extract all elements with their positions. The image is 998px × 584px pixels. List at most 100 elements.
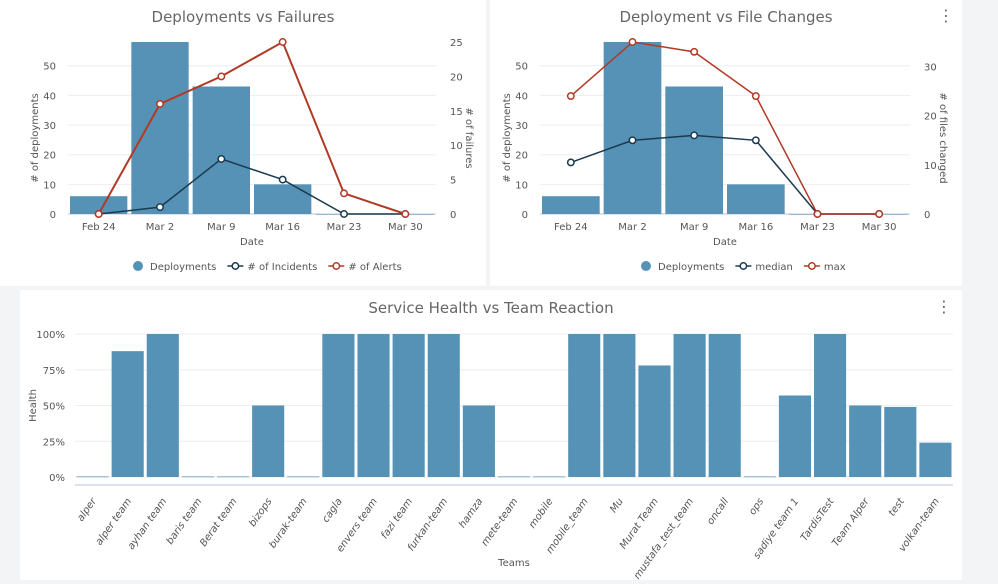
data-point — [156, 203, 164, 212]
legend-marker — [231, 262, 240, 270]
series-line — [97, 40, 406, 215]
bar — [919, 442, 952, 477]
data-point — [628, 136, 637, 145]
y-axis-label: Health — [28, 389, 39, 422]
bar — [778, 395, 812, 477]
x-tick-label: mobile — [527, 496, 555, 530]
x-tick-label: mustafa_test_team — [632, 496, 696, 580]
bar — [70, 196, 128, 214]
data-point — [217, 72, 226, 81]
legend-marker — [807, 262, 816, 270]
bar — [673, 334, 706, 477]
x-tick-label: Berat team — [198, 496, 239, 549]
y-tick-label: 20 — [515, 151, 528, 162]
y-tick-label: 20 — [43, 151, 56, 162]
x-tick-label: Feb 24 — [82, 222, 116, 233]
x-axis-label: Date — [240, 237, 264, 248]
x-tick-label: test — [887, 496, 908, 519]
y-tick-label: 30 — [515, 121, 528, 132]
panel-service-health: Service Health vs Team Reaction 0% 25% 50% 7… — [20, 290, 962, 580]
bar — [254, 184, 312, 214]
x-tick-label: Mar 2 — [618, 222, 646, 233]
x-tick-label: Mar 30 — [388, 222, 423, 233]
y-tick-label: 25% — [43, 437, 65, 448]
y-tick-label: 10 — [43, 180, 56, 191]
y-tick-label: 40 — [43, 91, 56, 102]
legend-label: Deployments — [150, 262, 216, 273]
x-tick-label: TardisTest — [799, 496, 837, 544]
x-tick-label: bizops — [247, 496, 274, 529]
bar — [849, 405, 882, 477]
data-point — [751, 92, 760, 101]
y2-tick-label: 0 — [924, 210, 930, 221]
bar — [287, 476, 320, 478]
data-point — [566, 158, 575, 167]
y-tick-label: 75% — [43, 366, 65, 377]
legend-marker — [739, 262, 748, 270]
x-tick-label: Team Alper — [830, 496, 872, 549]
chart-title: Deployment vs File Changes — [619, 8, 832, 26]
bar — [216, 476, 250, 478]
y-axis-label: # of deployments — [30, 93, 41, 182]
x-tick-label: Mar 23 — [800, 222, 835, 233]
x-tick-label: cagla — [320, 496, 344, 524]
data-point — [690, 131, 699, 140]
y2-tick-label: 0 — [450, 210, 456, 221]
x-tick-label: alper team — [94, 496, 134, 547]
data-point — [340, 189, 348, 198]
y2-axis-label: # of files changed — [937, 92, 948, 183]
panel-deployment-vs-file-changes: Deployment vs File Changes 0 10 20 30 40 50 0 10… — [490, 0, 962, 286]
y2-tick-label: 5 — [450, 176, 456, 187]
bar — [568, 334, 601, 477]
bar — [638, 365, 671, 477]
series-line — [570, 41, 880, 215]
x-tick-label: Mar 16 — [265, 222, 300, 233]
bar — [603, 42, 662, 214]
bar — [76, 476, 109, 478]
y-tick-label: 100% — [36, 330, 65, 341]
x-tick-label: burak-team — [267, 496, 310, 550]
y-tick-label: 50 — [43, 62, 56, 73]
y2-tick-label: 20 — [924, 112, 937, 123]
more-options-icon[interactable]: ⋮ — [938, 6, 954, 25]
legend-label: median — [755, 262, 793, 273]
x-tick-label: Mar 23 — [327, 222, 362, 233]
bar — [181, 476, 214, 478]
x-axis-label: Date — [713, 237, 737, 248]
x-tick-label: Mar 16 — [738, 222, 773, 233]
bar — [727, 184, 785, 214]
panel-deployments-vs-failures: Deployments vs Failures 0 10 20 30 40 50 0 5 10 15… — [0, 0, 486, 286]
data-point — [340, 210, 348, 218]
y-tick-label: 40 — [515, 91, 528, 102]
bar — [743, 476, 776, 478]
legend-marker — [332, 262, 341, 270]
more-options-icon[interactable]: ⋮ — [936, 297, 952, 316]
data-point — [401, 210, 410, 218]
legend-label: # of Incidents — [247, 262, 317, 273]
data-point — [690, 47, 699, 56]
legend-marker — [641, 261, 651, 271]
bar — [814, 334, 847, 477]
y-tick-label: 10 — [515, 180, 528, 191]
y-tick-label: 30 — [43, 121, 56, 132]
bar — [542, 196, 600, 214]
bar — [252, 405, 285, 477]
bar — [884, 406, 917, 477]
y2-tick-label: 10 — [450, 141, 463, 152]
bar — [146, 334, 179, 477]
x-tick-label: alper — [75, 496, 99, 524]
bar — [392, 334, 425, 477]
x-tick-label: Mu — [608, 496, 626, 515]
y2-tick-label: 10 — [924, 161, 937, 172]
data-point — [751, 136, 760, 145]
y-tick-label: 0 — [522, 210, 528, 221]
chart-deployment-vs-file-changes: Deployment vs File Changes 0 10 20 30 40 50 0 10… — [502, 8, 948, 273]
y2-axis-label: # of failures — [463, 107, 474, 168]
x-tick-label: Mar 2 — [146, 222, 174, 233]
bar — [533, 476, 566, 478]
y2-tick-label: 25 — [450, 38, 463, 49]
x-tick-label: hamza — [457, 496, 485, 530]
data-point — [278, 175, 287, 184]
bar — [665, 86, 723, 214]
legend-marker — [133, 261, 143, 271]
